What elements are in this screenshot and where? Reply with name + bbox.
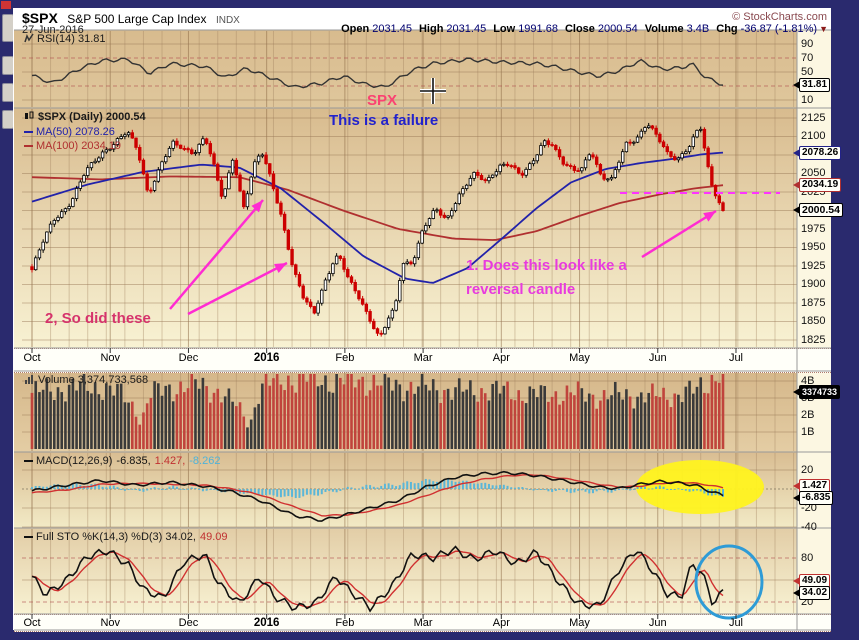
axis-tick-label: 80 <box>801 551 814 564</box>
ma50-value-tag: 2078.26 <box>792 146 842 160</box>
symbol-label: $SPX <box>22 10 58 26</box>
month-axis-strip-upper <box>14 348 831 373</box>
month-axis-label: 2016 <box>253 352 280 364</box>
rsi-value-tag: 31.81 <box>792 78 831 92</box>
month-axis-label: Oct <box>23 352 41 364</box>
ma100-label: MA(100) 2034.19 <box>24 140 121 152</box>
ma100-value-tag: 2034.19 <box>792 178 842 192</box>
indicator-icon <box>24 33 34 43</box>
quote-label: Volume <box>644 23 684 35</box>
axis-tick-label: 20 <box>801 463 814 476</box>
candlestick-icon <box>25 111 34 119</box>
price-label: $SPX (Daily) 2000.54 <box>24 111 146 123</box>
axis-tick-label: 1975 <box>801 222 826 235</box>
month-axis-label: Dec <box>178 352 199 364</box>
right-axis-area <box>797 30 831 630</box>
sto-k-tag: 34.02 <box>792 586 831 600</box>
quote-label: Chg <box>716 23 738 35</box>
month-axis-label: Mar <box>413 617 433 629</box>
axis-tick-label: 4B <box>801 374 815 387</box>
rsi-panel[interactable] <box>14 30 797 108</box>
axis-tick-label: 1850 <box>801 315 826 327</box>
month-axis-label: Apr <box>492 352 510 364</box>
month-axis-label: Apr <box>492 617 510 629</box>
rsi-label: RSI(14) 31.81 <box>24 33 105 45</box>
chart-header: $SPX S&P 500 Large Cap Index INDX <box>22 10 240 28</box>
annotation-so-did-these: 2, So did these <box>45 310 151 327</box>
volume-label: Volume 3,374,733,568 <box>24 374 148 386</box>
month-axis-strip-lower <box>14 614 831 632</box>
month-axis-label: Jun <box>648 352 667 364</box>
annotation-reversal-line2: reversal candle <box>466 281 576 298</box>
macd-label: MACD(12,26,9) -6.835, 1.427, -8.262 <box>24 455 220 467</box>
month-axis-label: May <box>569 352 590 364</box>
month-axis-label: Nov <box>100 617 120 629</box>
axis-tick-label: 2050 <box>801 167 826 179</box>
sto-line-swatch <box>24 536 33 539</box>
macd-line-tag: -6.835 <box>792 491 834 505</box>
axis-tick-label: 1950 <box>801 241 826 253</box>
annotation-failure: This is a failure <box>329 112 439 129</box>
month-axis-label: Feb <box>335 617 355 629</box>
quote-label: High <box>418 23 444 35</box>
month-axis-label: Mar <box>413 352 433 364</box>
axis-tick-label: 10 <box>801 93 814 106</box>
annotation-spx: SPX <box>367 92 398 109</box>
axis-tick-label: -40 <box>801 520 817 533</box>
month-axis-label: May <box>569 617 590 629</box>
quote-label: Open <box>341 23 370 35</box>
quote-value: 2000.54 <box>597 23 638 35</box>
ma50-label: MA(50) 2078.26 <box>24 126 115 138</box>
month-axis-label: Dec <box>178 617 199 629</box>
quote-label: Close <box>564 23 595 35</box>
change-direction-icon: ▼ <box>819 24 828 34</box>
axis-tick-label: 90 <box>801 37 814 50</box>
quote-value: -36.87 (-1.81%) <box>740 23 818 35</box>
volume-value-tag: 3374733 <box>792 385 841 399</box>
month-axis-label: Feb <box>335 352 355 364</box>
exchange-label: INDX <box>215 15 240 26</box>
symbol-title: S&P 500 Large Cap Index <box>67 12 207 26</box>
month-axis-label: Jul <box>728 617 743 629</box>
ma100-line-swatch <box>24 145 33 148</box>
month-axis-label: 2016 <box>253 617 280 629</box>
axis-tick-label: 50 <box>801 65 814 78</box>
axis-tick-label: 1925 <box>801 259 826 272</box>
quote-label: Low <box>493 23 516 35</box>
volume-bars-icon <box>25 375 33 384</box>
quote-value: 2031.45 <box>446 23 487 35</box>
ohlc-quote-line: Open 2031.45 High 2031.45 Low 1991.68 Close 200… <box>334 23 828 35</box>
axis-tick-label: 1900 <box>801 278 826 290</box>
window-corner-badge <box>1 1 11 9</box>
axis-tick-label: 1B <box>801 425 815 438</box>
left-window-fragment <box>0 0 14 640</box>
quote-value: 3.4B <box>686 23 710 35</box>
axis-tick-label: 2125 <box>801 111 826 124</box>
quote-value: 2031.45 <box>372 23 412 35</box>
last-price-tag: 2000.54 <box>793 203 843 217</box>
axis-tick-label: 1875 <box>801 296 826 309</box>
stochastic-label: Full STO %K(14,3) %D(3) 34.02, 49.09 <box>24 531 228 543</box>
quote-value: 1991.68 <box>518 23 558 35</box>
month-axis-label: Nov <box>100 352 120 364</box>
month-axis-label: Oct <box>23 617 41 629</box>
stockcharts-copyright[interactable]: © StockCharts.com <box>732 11 827 23</box>
axis-tick-label: 2B <box>801 408 815 421</box>
month-axis-label: Jul <box>728 352 743 364</box>
macd-line-swatch <box>24 460 33 463</box>
ma50-line-swatch <box>24 131 33 134</box>
axis-tick-label: 70 <box>801 51 814 64</box>
axis-tick-label: 1825 <box>801 333 826 346</box>
annotation-reversal-line1: 1. Does this look like a <box>466 257 627 274</box>
axis-tick-label: 2100 <box>801 130 826 142</box>
month-axis-label: Jun <box>648 617 667 629</box>
